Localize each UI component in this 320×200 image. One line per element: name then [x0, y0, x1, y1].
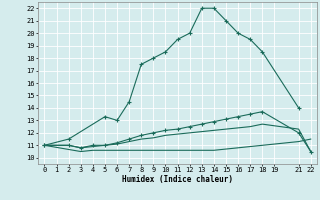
X-axis label: Humidex (Indice chaleur): Humidex (Indice chaleur): [122, 175, 233, 184]
